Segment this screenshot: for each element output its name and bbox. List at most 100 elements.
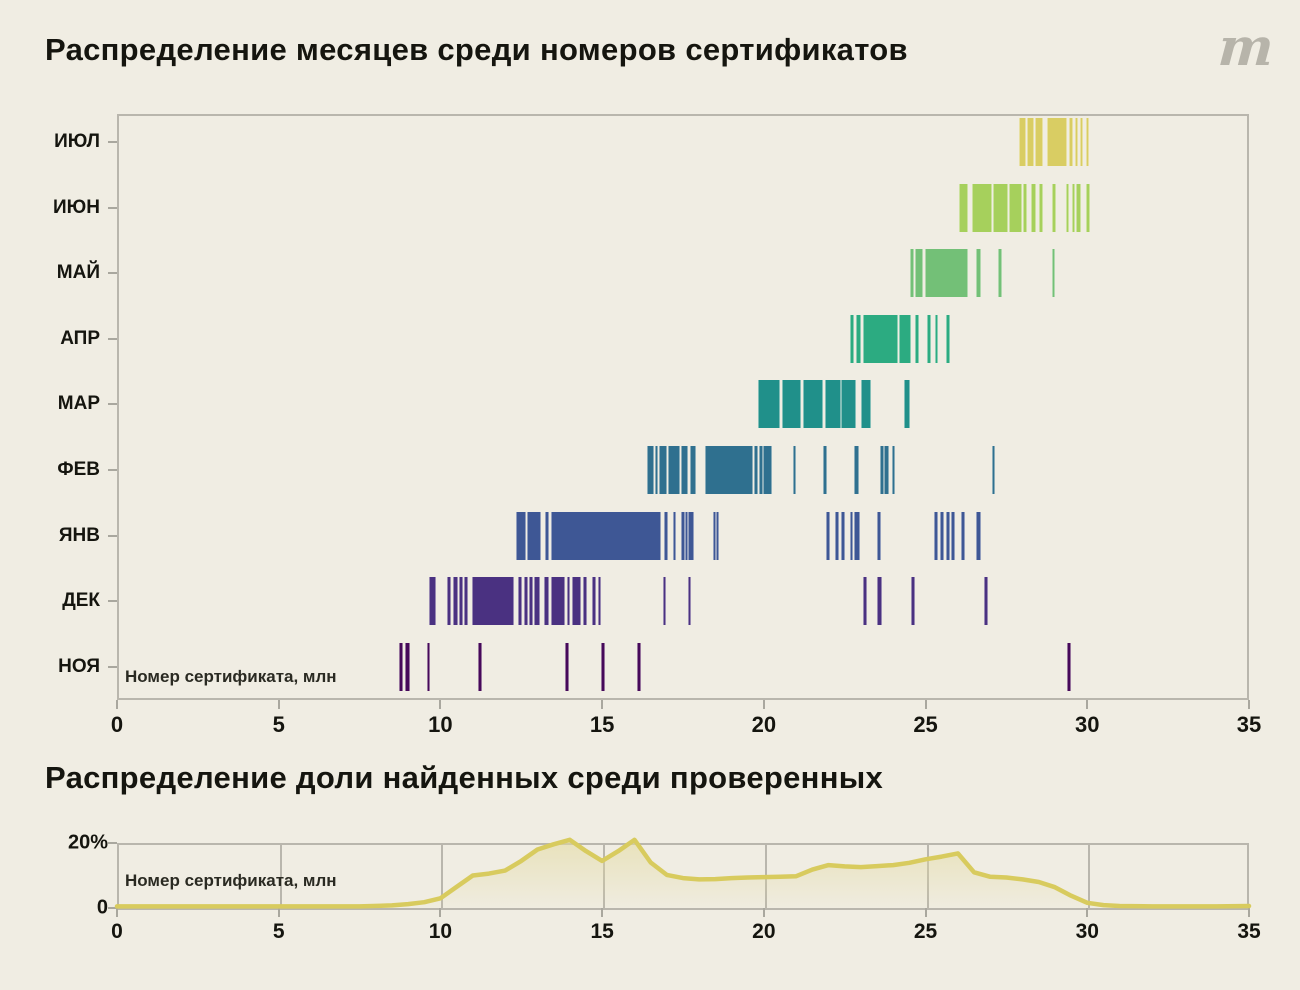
y-tick — [108, 272, 117, 275]
strip-mark — [914, 314, 919, 363]
strip-mark — [877, 511, 882, 560]
strip-mark — [914, 249, 923, 298]
strip-mark — [662, 577, 667, 626]
strip-mark — [571, 577, 581, 626]
month-label: ЯНВ — [58, 524, 100, 546]
strip-mark — [910, 249, 914, 298]
x-tick — [1248, 700, 1250, 709]
strip-mark — [1074, 118, 1079, 166]
strip-mark — [1051, 249, 1056, 298]
strip-mark — [898, 314, 912, 363]
x-tick-label: 30 — [1075, 712, 1100, 737]
strip-mark — [681, 446, 688, 494]
strip-mark — [945, 511, 950, 560]
area-x-tick-label: 35 — [1237, 920, 1261, 943]
area-x-tick-label: 15 — [590, 920, 614, 943]
strip-mark — [687, 577, 692, 626]
area-x-tick — [439, 908, 442, 917]
area-x-tick — [1086, 908, 1089, 917]
month-label: МАЙ — [56, 262, 100, 284]
month-label: МАР — [57, 393, 100, 415]
area-x-tick — [116, 908, 118, 917]
strip-mark — [564, 642, 570, 691]
strip-mark — [518, 577, 523, 626]
strip-mark — [688, 511, 695, 560]
strip-mark — [960, 511, 965, 560]
area-x-tick-label: 5 — [272, 920, 285, 943]
month-label: АПР — [60, 327, 100, 349]
strip-mark — [543, 577, 550, 626]
strip-mark — [1069, 118, 1073, 166]
strip-mark — [478, 642, 483, 691]
strip-mark — [527, 511, 541, 560]
strip-mark — [668, 446, 680, 494]
area-y-tick-label: 0 — [96, 896, 108, 919]
y-tick — [108, 665, 117, 668]
strip-mark — [927, 314, 931, 363]
x-tick — [439, 700, 442, 709]
x-tick-label: 10 — [428, 712, 453, 737]
strip-mark — [976, 511, 981, 560]
y-tick — [108, 206, 117, 209]
strip-mark — [1051, 183, 1056, 232]
strip-mark — [1030, 183, 1036, 232]
x-tick-label: 20 — [751, 712, 777, 737]
strip-mark — [464, 577, 468, 626]
strip-mark — [1046, 118, 1067, 166]
area-y-tick — [108, 907, 117, 909]
strip-mark — [1026, 118, 1034, 166]
month-label: ИЮЛ — [54, 131, 100, 152]
strip-mark — [984, 577, 988, 626]
x-tick-label: 5 — [272, 712, 285, 737]
grid-line — [279, 845, 282, 908]
x-tick — [277, 700, 280, 709]
strip-mark — [550, 577, 565, 626]
area-x-tick-label: 20 — [752, 920, 776, 943]
strip-mark — [946, 314, 950, 363]
strip-mark — [939, 511, 944, 560]
strip-mark — [802, 380, 823, 429]
strip-mark — [1039, 183, 1043, 232]
strip-mark — [715, 511, 720, 560]
strip-mark — [672, 511, 677, 560]
x-tick-label: 0 — [110, 712, 124, 737]
strip-mark — [834, 511, 839, 560]
area-curve — [114, 837, 1252, 909]
strip-mark — [426, 642, 431, 691]
strip-mark — [1079, 118, 1084, 166]
strip-mark — [754, 446, 758, 494]
grid-line — [1088, 845, 1091, 908]
area-x-tick-label: 25 — [913, 920, 938, 943]
strip-mark — [792, 446, 797, 494]
strip-mark — [712, 511, 717, 560]
area-x-tick-label: 30 — [1075, 920, 1099, 943]
strip-mark — [459, 577, 463, 626]
strip-mark — [862, 577, 868, 626]
strip-mark — [636, 642, 641, 691]
strip-mark — [877, 577, 882, 626]
strip-mark — [583, 577, 587, 626]
x-tick-label: 35 — [1236, 712, 1262, 737]
strip-mark — [592, 577, 596, 626]
strip-mark — [1071, 183, 1076, 232]
strip-mark — [1066, 642, 1071, 691]
strip-mark — [959, 183, 968, 232]
strip-mark — [646, 446, 654, 494]
area-x-tick — [277, 908, 280, 917]
strip-mark — [1065, 183, 1070, 232]
y-tick — [108, 403, 117, 406]
strip-mark — [453, 577, 458, 626]
y-tick — [108, 337, 117, 340]
strip-mark — [841, 380, 857, 429]
strip-mark — [856, 314, 861, 363]
strip-mark — [933, 511, 939, 560]
strip-mark — [976, 249, 981, 298]
strip-mark — [781, 380, 802, 429]
strip-x-axis-title: Номер сертификата, млн — [125, 667, 337, 686]
strip-mark — [854, 446, 859, 494]
strip-mark — [910, 577, 916, 626]
strip-mark — [597, 577, 602, 626]
strip-mark — [757, 380, 781, 429]
area-y-tick-label: 20% — [67, 831, 108, 854]
strip-mark — [654, 446, 659, 494]
